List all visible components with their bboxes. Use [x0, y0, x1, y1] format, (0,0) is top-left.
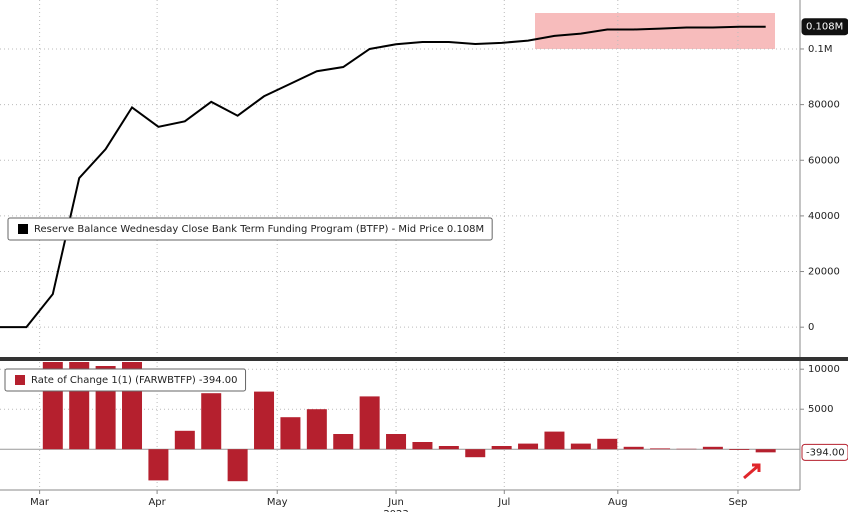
last-value-tag: 0.108M [801, 18, 848, 36]
bar [69, 362, 90, 450]
legend-box [7, 217, 493, 241]
y-tick-label: 0 [808, 322, 814, 333]
bar [42, 362, 63, 450]
legend: Reserve Balance Wednesday Close Bank Ter… [7, 217, 493, 241]
y-tick-label: 80000 [808, 100, 840, 111]
legend-box [4, 368, 247, 392]
bar [570, 443, 591, 450]
bar [227, 449, 248, 482]
y-tick-label: 10000 [808, 364, 840, 375]
bar [465, 449, 486, 458]
bar [438, 446, 459, 450]
bar [280, 417, 301, 450]
x-tick-label: Apr [148, 497, 166, 508]
legend: Rate of Change 1(1) (FARWBTFP) -394.00 [4, 368, 247, 392]
bar [702, 446, 723, 450]
x-tick-label: Jul [497, 497, 510, 508]
x-tick-label: Sep [729, 497, 748, 508]
bar [306, 409, 327, 450]
y-tick-label: 60000 [808, 155, 840, 166]
highlight-box [535, 13, 775, 49]
tag-label: 0.108M [806, 22, 843, 33]
arrow [743, 463, 761, 480]
tag-label: -394.00 [806, 447, 845, 458]
bar [544, 431, 565, 450]
tag-box [801, 18, 848, 36]
x-tick-label: Aug [608, 497, 628, 508]
bar [333, 434, 354, 450]
y-tick-label: 20000 [808, 267, 840, 278]
x-tick-label: May [267, 497, 288, 508]
line [0, 25, 766, 329]
legend-swatch [18, 224, 28, 234]
bar [597, 438, 618, 450]
bar [518, 443, 539, 450]
bar [623, 446, 644, 450]
bar [650, 448, 671, 450]
y-tick-label: 5000 [808, 404, 833, 415]
bar [174, 430, 195, 450]
bar [755, 449, 776, 453]
legend-swatch [15, 375, 25, 385]
legend-label: Reserve Balance Wednesday Close Bank Ter… [34, 224, 484, 235]
x-tick-label: Jun [387, 497, 404, 508]
year-label: 2023 [383, 509, 408, 512]
bar [254, 391, 275, 450]
legend-label: Rate of Change 1(1) (FARWBTFP) -394.00 [31, 375, 238, 386]
panel-separator [0, 357, 848, 361]
y-tick-label: 40000 [808, 211, 840, 222]
bar [359, 396, 380, 450]
bar [201, 393, 222, 450]
bar [491, 446, 512, 450]
panel [0, 362, 800, 490]
bar [386, 434, 407, 450]
bar [412, 442, 433, 450]
x-tick-label: Mar [30, 497, 50, 508]
panel [0, 0, 800, 355]
y-tick-label: 0.1M [808, 44, 833, 55]
bar [148, 449, 169, 481]
bar [729, 449, 750, 450]
tag-box [801, 443, 848, 461]
last-value-tag: -394.00 [801, 443, 848, 461]
